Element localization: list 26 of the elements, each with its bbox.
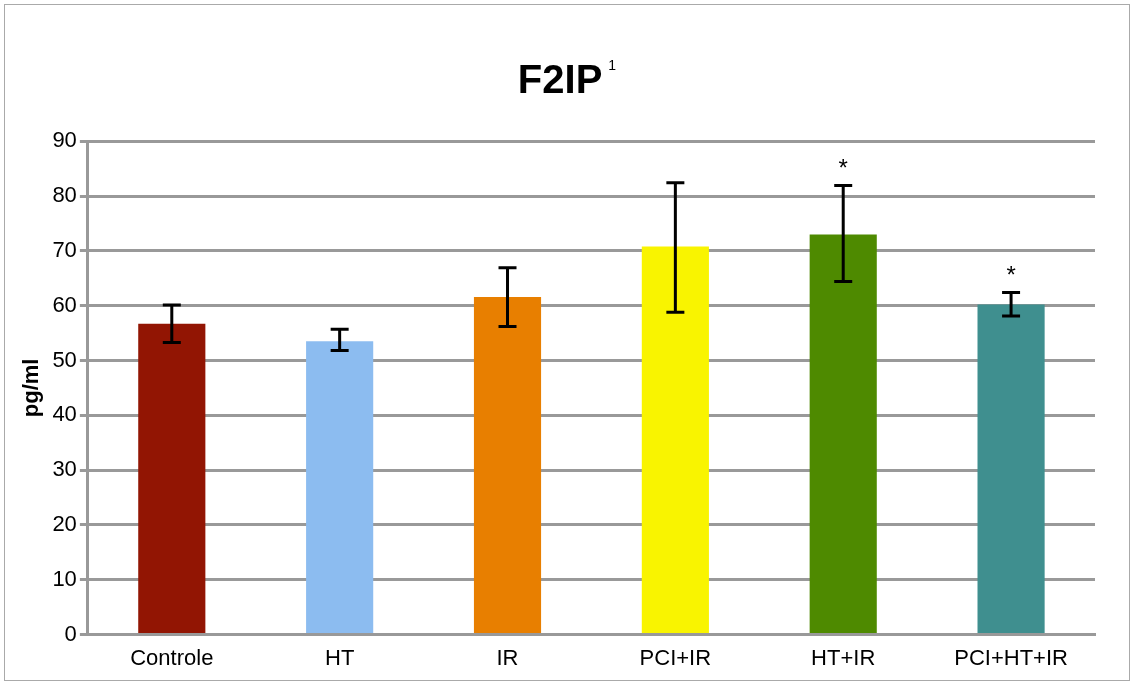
- y-tick-label: 70: [52, 236, 77, 262]
- bar: [138, 323, 206, 634]
- y-tick-label: 30: [52, 456, 77, 482]
- bar: [473, 296, 542, 634]
- bar: [977, 304, 1045, 634]
- y-tick-label: 40: [52, 401, 77, 427]
- y-tick-label: 80: [52, 182, 77, 208]
- x-tick-label: PCI+HT+IR: [954, 644, 1068, 670]
- chart-title: F2IP$^{1}$: [516, 57, 618, 102]
- x-tick-label: HT+IR: [811, 644, 876, 670]
- annotation: *: [1006, 261, 1016, 289]
- x-tick-label: Controle: [130, 644, 214, 670]
- x-tick-label: IR: [496, 644, 519, 670]
- bar: [641, 246, 709, 634]
- y-tick-label: 10: [52, 565, 77, 591]
- y-axis-title: pg/ml: [18, 358, 44, 418]
- bar: [809, 234, 877, 634]
- annotation: *: [838, 154, 848, 182]
- x-tick-label: HT: [324, 644, 355, 670]
- x-tick-label: PCI+IR: [639, 644, 712, 670]
- bar: [306, 341, 374, 634]
- y-tick-label: 0: [64, 620, 77, 646]
- y-tick-label: 50: [52, 346, 77, 372]
- y-tick-label: 20: [52, 511, 77, 537]
- y-tick-label: 60: [52, 291, 77, 317]
- y-tick-label: 90: [52, 127, 77, 153]
